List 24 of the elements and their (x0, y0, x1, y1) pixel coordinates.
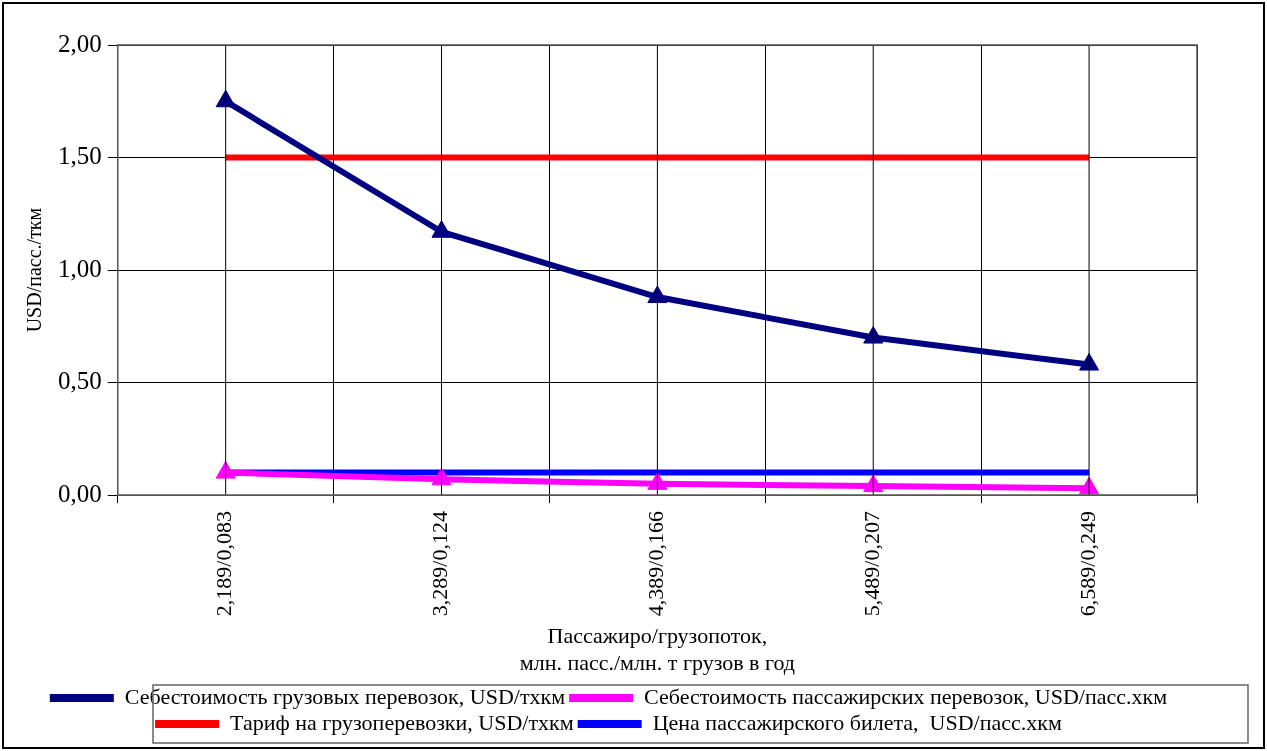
x-axis-title: Пассажиро/грузопоток, млн. пасс./млн. т грузов в год (519, 623, 795, 675)
point (431, 220, 452, 238)
point (863, 326, 884, 344)
legend-label: Себестоимость грузовых перевозок, USD/тxкм (124, 683, 566, 709)
y-tick-label: 0,00 (58, 479, 102, 507)
point (215, 89, 236, 108)
y-tick-label: 0,50 (58, 367, 102, 395)
legend-label: Тариф на грузоперевозки, USD/тxкм (230, 709, 574, 735)
point (647, 285, 668, 304)
x-tick-label: 5,489/0,207 (859, 511, 885, 617)
point (863, 474, 884, 493)
x-tick-label: 3,289/0,124 (427, 511, 453, 617)
x-tick-label: 6,589/0,249 (1074, 511, 1100, 617)
point (431, 467, 452, 486)
point (647, 472, 668, 490)
y-tick-label: 1,00 (58, 254, 102, 282)
y-tick-label: 2,00 (58, 29, 102, 57)
y-axis-title: USD/пасс./ткм (23, 207, 46, 333)
legend-label: Цена пассажирского билета, USD/пасс.xкм (652, 709, 1062, 735)
legend-label: Себестоимость пассажирских перевозок, USD/пасс.xкм (644, 683, 1168, 709)
y-tick-label: 1,50 (58, 142, 102, 170)
point (215, 461, 236, 479)
x-tick-label: 4,389/0,166 (643, 511, 669, 617)
x-tick-label: 2,189/0,083 (211, 511, 237, 617)
